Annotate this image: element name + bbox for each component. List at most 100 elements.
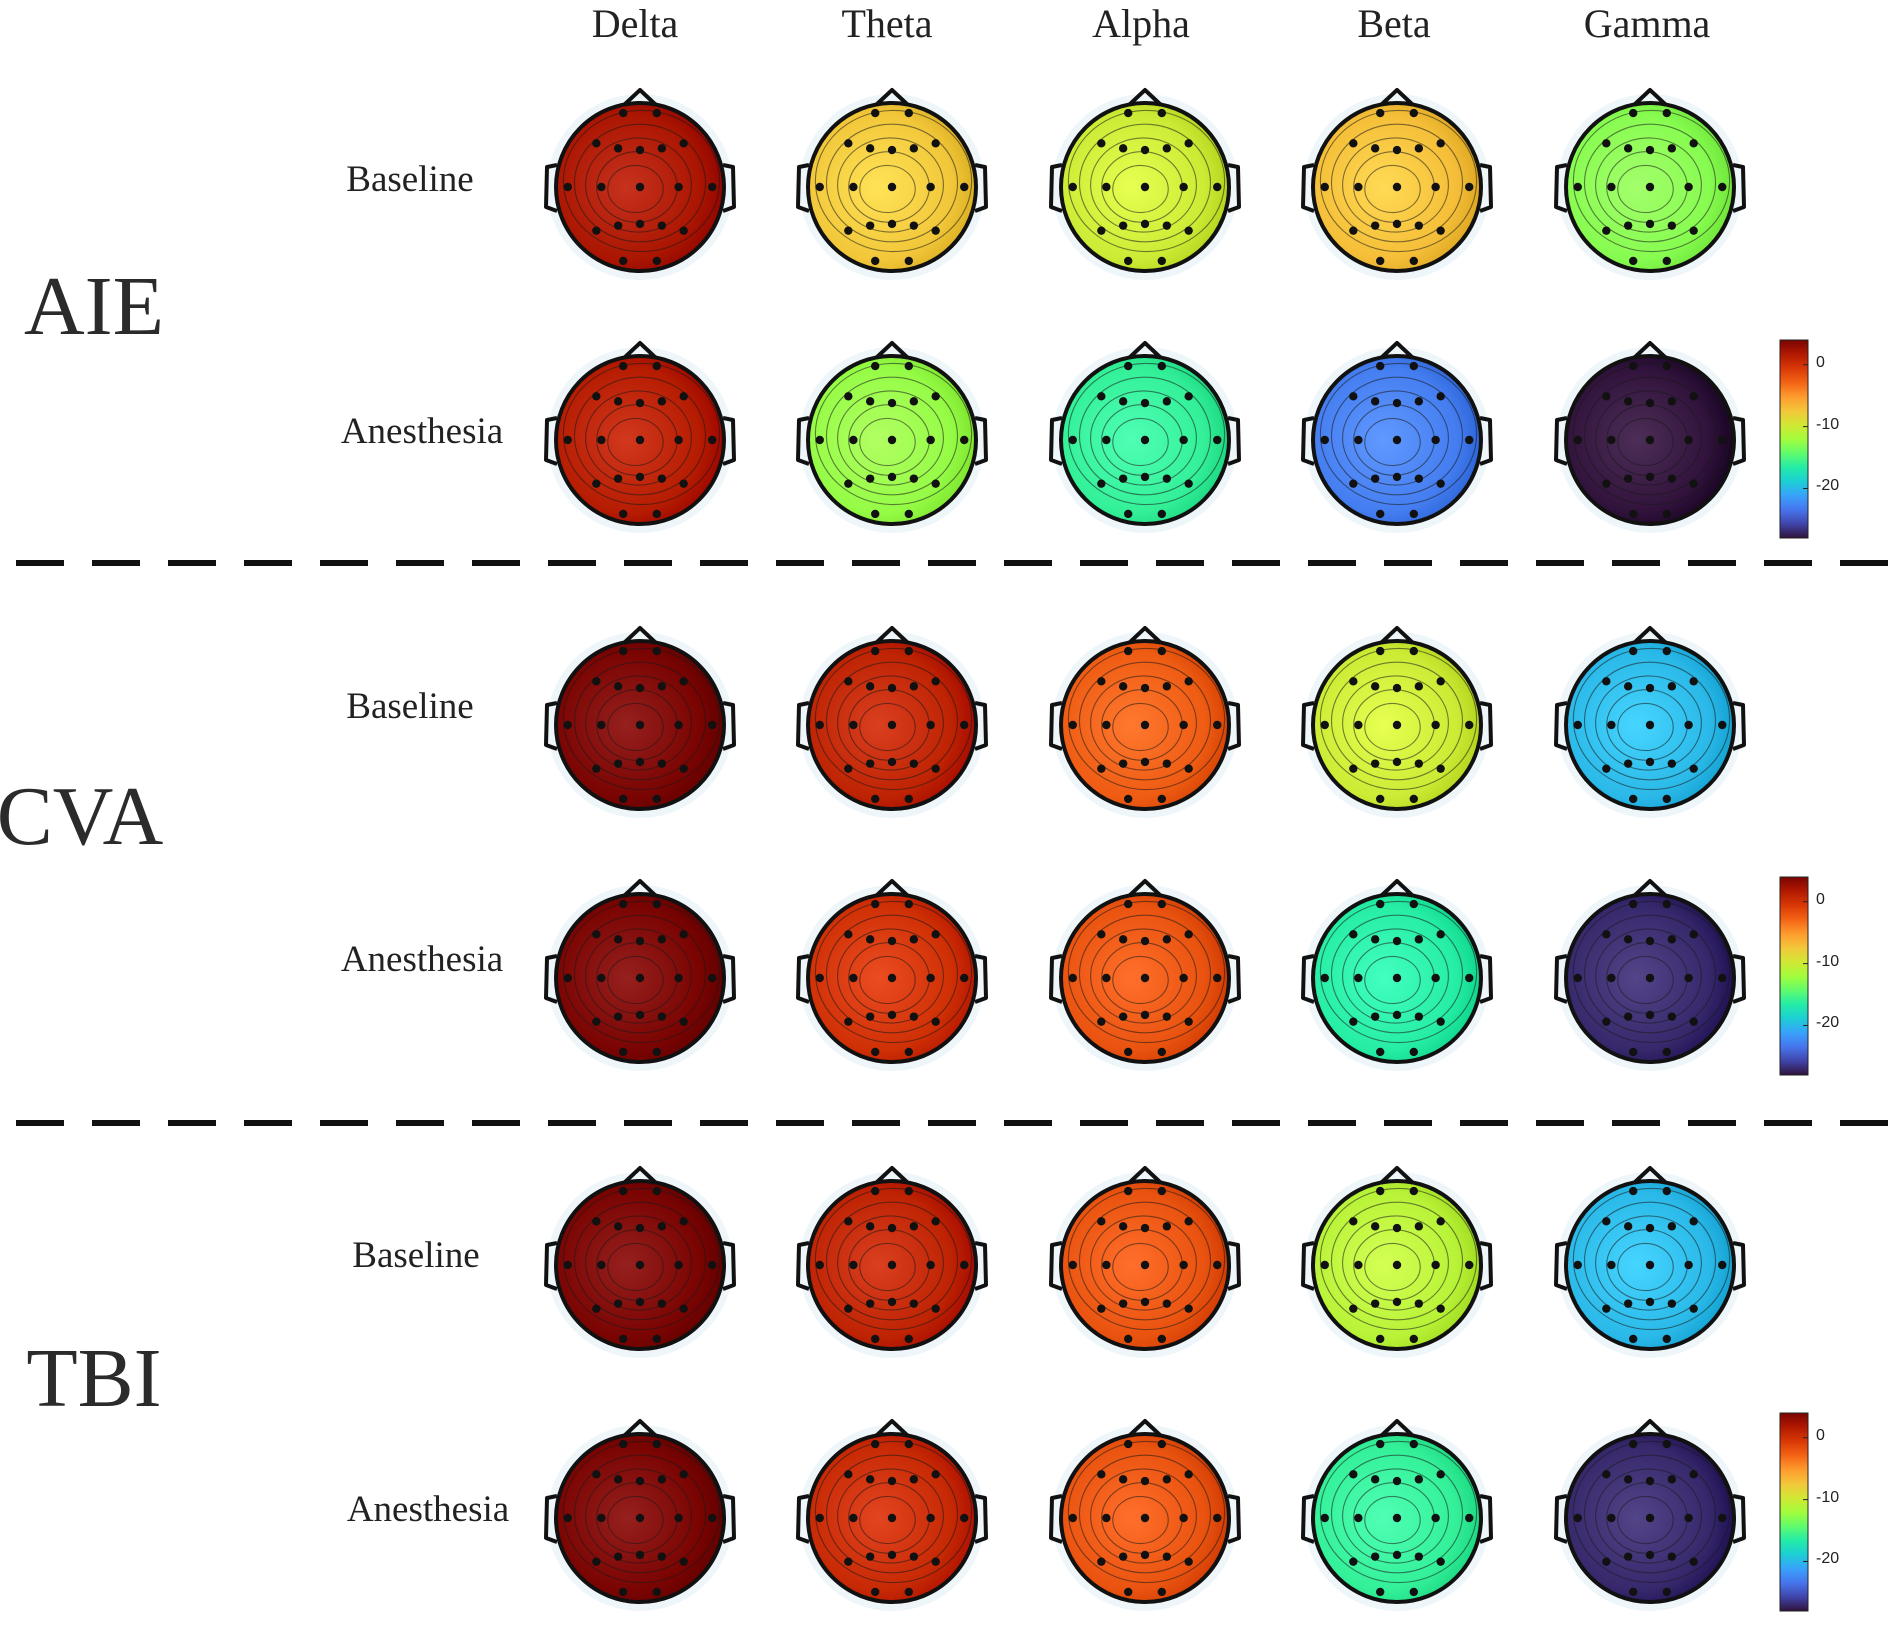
contour-line [1364, 1495, 1421, 1545]
electrode-marker [1689, 1470, 1698, 1479]
contour-line [1583, 1454, 1717, 1574]
electrode-marker [844, 764, 853, 773]
nose-marker [1632, 88, 1668, 107]
electrode-marker [635, 472, 645, 482]
electrode-marker [1436, 392, 1445, 401]
left-ear [544, 416, 558, 466]
contour-line [1595, 1468, 1702, 1564]
electrode-marker [926, 182, 935, 192]
electrode-marker [909, 1299, 919, 1308]
electrode-marker [1465, 1260, 1474, 1270]
electrode-marker [1140, 398, 1150, 408]
electrode-marker [844, 677, 853, 686]
electrode-marker [1392, 1010, 1402, 1020]
electrode-marker [1667, 1299, 1677, 1308]
electrode-marker [1097, 479, 1106, 488]
electrode-marker [909, 1475, 919, 1484]
topomap-aie-anesthesia-gamma [1554, 341, 1746, 533]
contour-line [1112, 955, 1169, 1005]
head-outline [1564, 639, 1736, 811]
electrode-marker [652, 646, 661, 656]
electrode-marker [1629, 1186, 1638, 1196]
electrode-marker [613, 1299, 623, 1308]
electrode-marker [619, 1439, 628, 1449]
electrode-marker [1602, 226, 1611, 235]
electrode-marker [657, 935, 667, 944]
right-ear [1479, 163, 1493, 213]
electrode-marker [1718, 973, 1727, 983]
electrode-marker [1409, 899, 1419, 909]
electrode-marker [597, 435, 606, 445]
electrode-marker [960, 435, 969, 445]
electrode-marker [1118, 221, 1128, 230]
electrode-marker [1392, 472, 1402, 482]
electrode-marker [931, 930, 940, 939]
electrode-marker [652, 108, 661, 118]
electrode-marker [1465, 435, 1474, 445]
electrode-marker [904, 794, 913, 804]
electrode-marker [1414, 759, 1424, 768]
electrode-marker [679, 677, 688, 686]
electrode-marker [909, 935, 919, 944]
electrode-marker [613, 935, 623, 944]
electrode-marker [1623, 759, 1633, 768]
electrode-marker [1667, 474, 1677, 483]
left-ear [544, 1241, 558, 1291]
left-ear [1301, 701, 1315, 751]
electrode-marker [657, 1475, 667, 1484]
electrode-marker [871, 1047, 880, 1057]
electrode-marker [1623, 397, 1633, 406]
right-ear [722, 163, 736, 213]
contour-line [562, 1187, 721, 1331]
contour-line [1595, 137, 1702, 233]
topomap-cva-baseline-gamma [1554, 626, 1746, 818]
electrode-marker [931, 226, 940, 235]
contour-line [1617, 417, 1674, 467]
nose-marker [1632, 341, 1668, 360]
electrode-marker [1645, 145, 1655, 155]
electrode-marker [1370, 1222, 1380, 1231]
electrode-marker [844, 1017, 853, 1026]
contour-line [607, 1495, 664, 1545]
electrode-marker [679, 226, 688, 235]
electrode-marker [1213, 1260, 1222, 1270]
electrode-marker [1436, 1304, 1445, 1313]
electrode-marker [1409, 361, 1419, 371]
contour-line [562, 900, 721, 1044]
right-ear [1732, 416, 1746, 466]
electrode-marker [1157, 108, 1167, 118]
head-outline [1059, 1179, 1231, 1351]
electrode-marker [931, 1304, 940, 1313]
topomap-tbi-anesthesia-delta [544, 1419, 736, 1611]
electrode-marker [1667, 1475, 1677, 1484]
electrode-marker [871, 509, 880, 519]
contour-line [825, 914, 959, 1034]
electrode-marker [635, 435, 645, 445]
electrode-marker [635, 1010, 645, 1020]
electrode-marker [1184, 226, 1193, 235]
electrode-marker [1124, 1587, 1133, 1597]
electrode-marker [674, 973, 683, 983]
contour-line [1572, 1440, 1731, 1584]
colorbar-tbi [1779, 1412, 1809, 1612]
electrode-marker [1573, 1260, 1582, 1270]
electrode-marker [1645, 1550, 1655, 1560]
contour-line [1330, 661, 1464, 781]
head-outline [1564, 1179, 1736, 1351]
electrode-marker [1140, 1550, 1150, 1560]
electrode-marker [1409, 1047, 1419, 1057]
electrode-marker [652, 509, 661, 519]
head-outline [554, 1179, 726, 1351]
left-ear [1554, 1241, 1568, 1291]
electrode-marker [1623, 682, 1633, 691]
nose-marker [1379, 1166, 1415, 1185]
electrode-marker [1118, 1552, 1128, 1561]
electrode-marker [1124, 1334, 1133, 1344]
electrode-marker [1629, 256, 1638, 266]
electrode-marker [1409, 256, 1419, 266]
electrode-marker [613, 1012, 623, 1021]
electrode-marker [1184, 479, 1193, 488]
electrode-marker [1465, 720, 1474, 730]
row-label-tbi-anesthesia: Anesthesia [346, 1489, 510, 1530]
electrode-marker [1097, 1470, 1106, 1479]
